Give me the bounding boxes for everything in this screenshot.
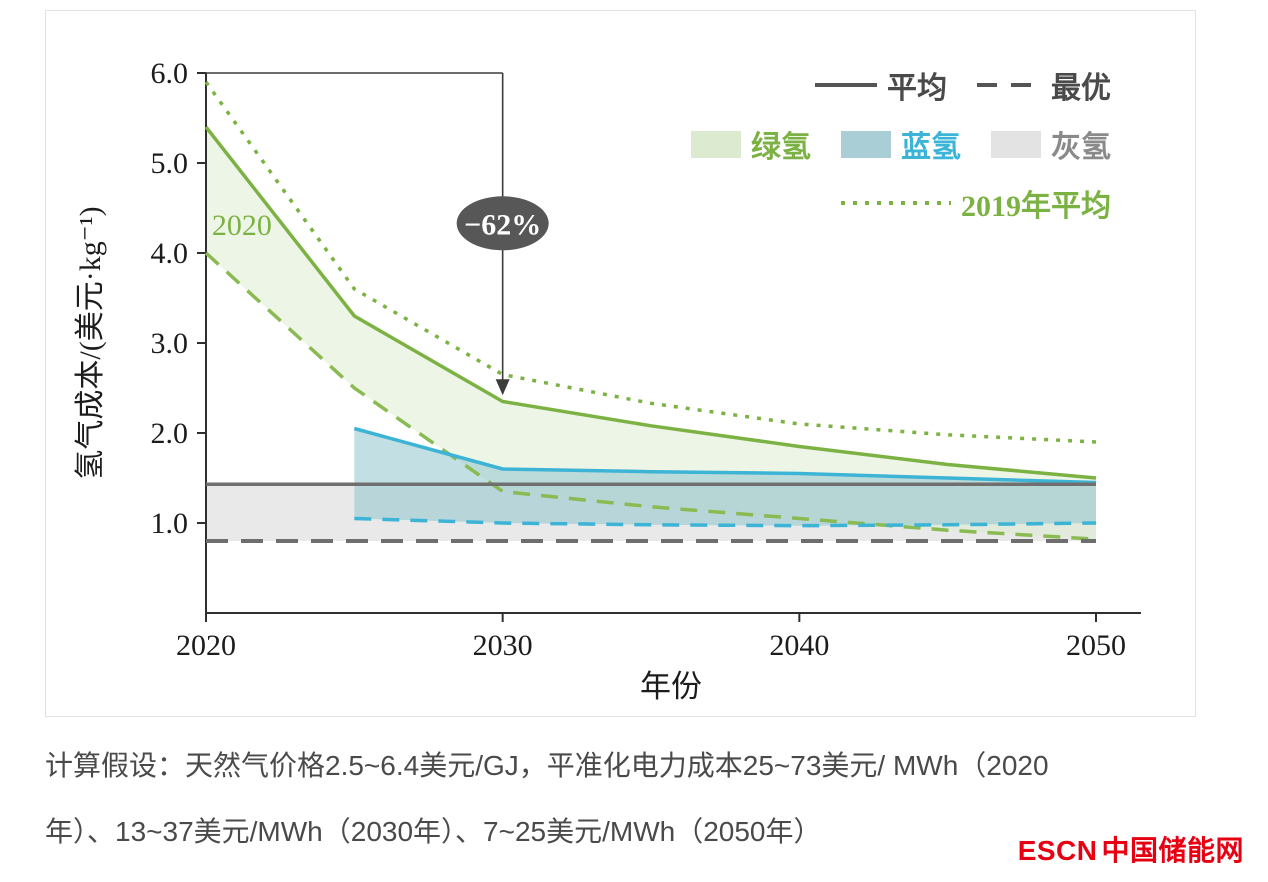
- legend-label-green-hydrogen: 绿氢: [751, 131, 811, 164]
- escn-logo: ESCN 中国储能网: [1018, 829, 1244, 869]
- x-tick-label: 2050: [1066, 629, 1126, 662]
- green-hydrogen-swatch: [691, 130, 741, 158]
- best-line-sample: [977, 83, 1041, 87]
- x-tick-label: 2030: [473, 629, 533, 662]
- y-tick-label: 6.0: [151, 57, 189, 90]
- chart-legend: 平均 最优 绿氢 蓝氢 灰氢 2019年平均: [691, 63, 1111, 225]
- legend-row-line-styles: 平均 最优: [815, 63, 1111, 107]
- annotation-arrowhead: [495, 379, 510, 396]
- hydrogen-cost-chart: 1.0 2.0 3.0 4.0 5.0 6.0 2020 2030 2040 2050 年份 氢气成本…: [74, 57, 1141, 704]
- legend-row-2019-average: 2019年平均: [841, 181, 1111, 225]
- logo-brand: ESCN: [1017, 835, 1098, 866]
- series-blue-best: [354, 516, 1097, 528]
- figure-caption: 计算假设：天然气价格2.5~6.4美元/GJ，平准化电力成本25~73美元/ M…: [45, 733, 1220, 865]
- caption-line-1: 计算假设：天然气价格2.5~6.4美元/GJ，平准化电力成本25~73美元/ M…: [45, 750, 1049, 781]
- logo-site-name: 中国储能网: [1101, 835, 1244, 866]
- x-tick-label: 2020: [176, 629, 236, 662]
- x-tick-label: 2040: [769, 629, 829, 662]
- series-green-average: [204, 125, 1097, 480]
- caption-line-2: 年）、13~37美元/MWh（2030年）、7~25美元/MWh（2050年）: [45, 815, 822, 847]
- legend-row-bands: 绿氢 蓝氢 灰氢: [691, 122, 1111, 166]
- blue-hydrogen-band: [354, 428, 1096, 526]
- green-hydrogen-band: [206, 127, 1096, 540]
- y-axis-title: 氢气成本/(美元·kg⁻¹): [74, 206, 107, 479]
- figure-panel: 1.0 2.0 3.0 4.0 5.0 6.0 2020 2030 2040 2050 年份 氢气成本…: [45, 10, 1196, 717]
- legend-label-avg-2019: 2019年平均: [961, 190, 1111, 223]
- drop-percent-label: −62%: [464, 208, 541, 241]
- series-green-best: [204, 251, 1097, 541]
- average-line-sample: [815, 83, 877, 87]
- y-tick-label: 4.0: [151, 237, 189, 270]
- y-tick-label: 3.0: [151, 327, 189, 360]
- drop-percent-bubble: [456, 196, 549, 251]
- legend-label-best: 最优: [1051, 72, 1111, 105]
- series-avg-2019: [204, 80, 1097, 444]
- blue-hydrogen-swatch: [841, 130, 891, 158]
- x-axis-title: 年份: [640, 669, 702, 704]
- y-tick-label: 5.0: [151, 147, 189, 180]
- legend-label-gray-hydrogen: 灰氢: [1051, 131, 1111, 164]
- y-tick-label: 2.0: [151, 417, 189, 450]
- band-start-year-label: 2020: [212, 209, 272, 242]
- legend-label-blue-hydrogen: 蓝氢: [901, 131, 961, 164]
- series-blue-average: [353, 426, 1097, 485]
- y-tick-label: 1.0: [151, 507, 189, 540]
- legend-label-average: 平均: [887, 72, 947, 105]
- avg-2019-line-sample: [841, 201, 951, 205]
- gray-hydrogen-swatch: [991, 130, 1041, 158]
